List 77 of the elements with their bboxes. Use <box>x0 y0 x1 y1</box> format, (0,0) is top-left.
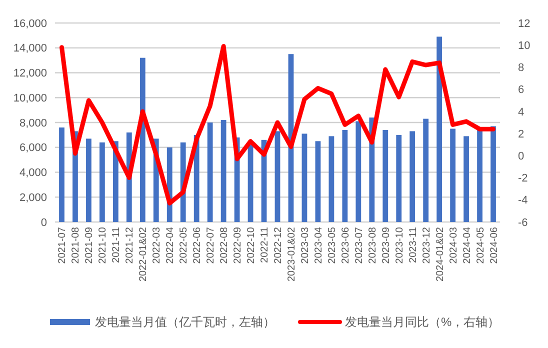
bar <box>490 126 496 222</box>
bar <box>86 138 92 222</box>
bar <box>315 141 321 222</box>
bar <box>356 121 362 222</box>
bar <box>140 58 146 222</box>
x-tick-label: 2022-06 <box>192 226 204 264</box>
x-tick-label: 2024-06 <box>488 226 500 264</box>
x-tick-label: 2021-07 <box>57 226 68 264</box>
legend-label: 发电量当月值（亿千瓦时，左轴） <box>95 315 275 330</box>
y-tick-label: 6,000 <box>19 142 47 154</box>
y-tick-label: 4,000 <box>19 167 47 180</box>
bar <box>302 134 308 222</box>
x-tick-label: 2022-09 <box>232 226 244 264</box>
bar <box>423 118 429 222</box>
x-tick-label: 2022-08 <box>219 226 230 264</box>
x-tick-label: 2023-09 <box>380 226 392 264</box>
y2-tick-label: -4 <box>518 194 528 207</box>
x-tick-label: 2022-03 <box>152 226 163 264</box>
bar <box>207 122 213 222</box>
y-tick-label: 0 <box>40 216 47 229</box>
x-tick-label: 2024-03 <box>448 226 460 264</box>
x-tick-label: 2023-11 <box>408 226 419 263</box>
bar <box>328 136 334 222</box>
bar <box>450 128 456 222</box>
x-tick-label: 2021-12 <box>124 226 136 264</box>
x-tick-label: 2022-10 <box>246 226 258 264</box>
y-tick-label: 16,000 <box>13 18 47 30</box>
bar <box>436 36 442 222</box>
y2-tick-label: 4 <box>518 106 524 118</box>
x-tick-label: 2023-07 <box>354 226 365 264</box>
bar <box>382 130 388 222</box>
bar <box>396 134 402 222</box>
x-tick-label: 2023-03 <box>300 226 311 264</box>
bar <box>464 136 469 222</box>
x-tick-label: 2023-04 <box>313 226 324 264</box>
x-tick-label: 2023-08 <box>367 226 378 264</box>
x-tick-label: 2023-01&02 <box>286 226 298 282</box>
x-tick-label: 2022-11 <box>260 226 271 263</box>
bar <box>59 127 64 222</box>
x-tick-label: 2023-06 <box>340 226 352 264</box>
x-tick-label: 2022-04 <box>165 226 176 264</box>
y2-tick-label: 10 <box>518 40 530 52</box>
y-tick-label: 14,000 <box>13 42 47 55</box>
x-tick-label: 2024-05 <box>475 226 486 264</box>
y2-tick-label: -6 <box>518 216 528 229</box>
x-tick-label: 2024-04 <box>462 226 473 264</box>
x-tick-label: 2022-01&02 <box>138 226 150 282</box>
y2-tick-label: 2 <box>518 128 524 140</box>
y-tick-label: 2,000 <box>19 192 47 204</box>
x-tick-label: 2021-11 <box>111 226 122 263</box>
y2-tick-label: 0 <box>518 150 524 163</box>
x-tick-label: 2023-05 <box>326 226 338 264</box>
y-tick-label: 10,000 <box>13 92 47 104</box>
x-tick-label: 2022-05 <box>178 226 190 264</box>
y-tick-label: 8,000 <box>19 117 47 130</box>
x-tick-label: 2021-08 <box>70 226 82 264</box>
y-tick-label: 12,000 <box>13 68 47 80</box>
x-tick-label: 2023-12 <box>421 226 432 264</box>
line-series <box>59 44 496 206</box>
x-tick-label: 2022-12 <box>273 226 284 264</box>
legend-label: 发电量当月同比（%，右轴） <box>345 315 500 330</box>
y2-tick-label: 8 <box>518 62 524 74</box>
x-tick-label: 2021-10 <box>98 226 109 264</box>
bar <box>274 131 280 222</box>
bar <box>477 128 482 222</box>
bar <box>410 131 416 222</box>
x-tick-label: 2023-10 <box>394 226 406 264</box>
bar <box>342 130 348 222</box>
bar <box>100 142 105 222</box>
x-tick-label: 2022-07 <box>206 226 217 264</box>
y2-tick-label: -2 <box>518 172 528 185</box>
x-tick-label: 2021-09 <box>84 226 96 264</box>
y2-tick-label: 6 <box>518 84 524 96</box>
bar <box>248 144 254 222</box>
y2-tick-label: 12 <box>518 18 530 30</box>
bar <box>220 120 226 222</box>
x-tick-label: 2024-01&02 <box>434 226 446 282</box>
